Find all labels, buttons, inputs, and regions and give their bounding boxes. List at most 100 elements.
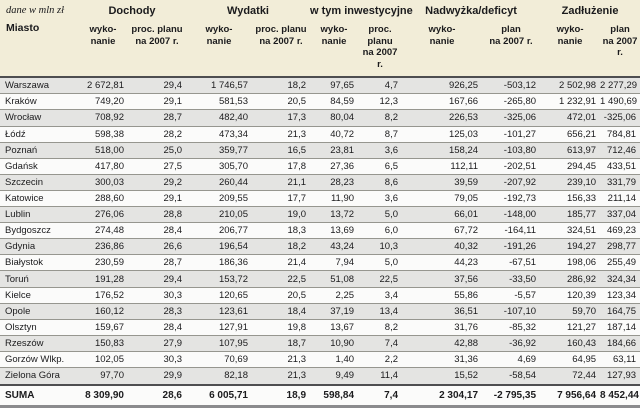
value-cell: 18,9 xyxy=(252,383,311,408)
city-cell: Lublin xyxy=(0,206,78,223)
group-header-inwestycyjne: w tym inwestycyjne xyxy=(310,0,413,21)
value-cell: -33,50 xyxy=(482,270,541,288)
value-cell: 469,23 xyxy=(600,222,640,239)
value-cell: 102,05 xyxy=(78,351,128,368)
value-cell: 123,61 xyxy=(186,302,252,320)
value-cell: 29,9 xyxy=(128,367,186,385)
table-row: Szczecin 300,03 29,2 260,44 21,1 28,23 8,6 39,5… xyxy=(0,173,640,191)
value-cell: 226,53 xyxy=(402,109,483,126)
value-cell: 27,5 xyxy=(128,157,186,175)
value-cell: 16,5 xyxy=(252,141,311,159)
table-row: Wrocław 708,92 28,7 482,40 17,3 80,04 8,2 226,5… xyxy=(0,109,640,126)
city-cell: Zielona Góra xyxy=(0,367,78,385)
city-cell: Kielce xyxy=(0,286,78,304)
value-cell: 4,7 xyxy=(358,77,403,94)
value-cell: 2,2 xyxy=(358,351,403,368)
value-cell: 305,70 xyxy=(186,157,252,175)
value-cell: -5,57 xyxy=(482,286,541,304)
value-cell: 120,65 xyxy=(186,286,252,304)
value-cell: 28,4 xyxy=(128,318,186,336)
value-cell: 206,77 xyxy=(186,222,252,239)
value-cell: 581,53 xyxy=(186,93,252,110)
value-cell: 21,3 xyxy=(252,125,311,143)
value-cell: 120,39 xyxy=(540,286,601,304)
value-cell: 8,7 xyxy=(358,125,403,143)
value-cell: 82,18 xyxy=(186,367,252,385)
value-cell: 22,5 xyxy=(252,270,311,288)
value-cell: 156,33 xyxy=(540,189,601,207)
table-row: Białystok 230,59 28,7 186,36 21,4 7,94 5,0 44,2… xyxy=(0,254,640,271)
value-cell: 21,3 xyxy=(252,351,311,368)
value-cell: 274,48 xyxy=(78,222,128,239)
value-cell: 288,60 xyxy=(78,189,128,207)
value-cell: 26,6 xyxy=(128,238,186,255)
value-cell: -192,73 xyxy=(482,189,541,207)
value-cell: 331,79 xyxy=(600,173,640,191)
value-cell: 194,27 xyxy=(540,238,601,255)
value-cell: 97,70 xyxy=(78,367,128,385)
value-cell: 276,06 xyxy=(78,206,128,223)
table-row: Bydgoszcz 274,48 28,4 206,77 18,3 13,69 6,0 67,… xyxy=(0,222,640,239)
subheader-zadluzenie-plan: plan na 2007 r. xyxy=(600,21,640,78)
subheader-wydatki-proc-planu: proc. planu na 2007 r. xyxy=(252,21,311,78)
table-header: dane w mln zł Miasto Dochody Wydatki w t… xyxy=(0,0,640,78)
value-cell: 7,94 xyxy=(310,254,359,271)
city-cell: Wrocław xyxy=(0,109,78,126)
value-cell: 198,06 xyxy=(540,254,601,271)
value-cell: -58,54 xyxy=(482,367,541,385)
city-cell: Łódź xyxy=(0,125,78,143)
value-cell: 12,3 xyxy=(358,93,403,110)
value-cell: 176,52 xyxy=(78,286,128,304)
value-cell: 160,43 xyxy=(540,334,601,352)
value-cell: 66,01 xyxy=(402,206,483,223)
value-cell: 784,81 xyxy=(600,125,640,143)
value-cell: 8,2 xyxy=(358,109,403,126)
table-row: Toruń 191,28 29,4 153,72 22,5 51,08 22,5 37,56-… xyxy=(0,270,640,288)
value-cell: 7,4 xyxy=(358,383,403,408)
value-cell: 64,95 xyxy=(540,351,601,368)
value-cell: 84,59 xyxy=(310,93,359,110)
table-row: Poznań 518,00 25,0 359,77 16,5 23,81 3,6 158,24… xyxy=(0,141,640,159)
value-cell: 17,7 xyxy=(252,189,311,207)
value-cell: 29,1 xyxy=(128,93,186,110)
value-cell: 31,36 xyxy=(402,351,483,368)
value-cell: 28,4 xyxy=(128,222,186,239)
value-cell: 59,70 xyxy=(540,302,601,320)
value-cell: 13,4 xyxy=(358,302,403,320)
table-row: Olsztyn 159,67 28,4 127,91 19,8 13,67 8,2 31,76… xyxy=(0,318,640,336)
sub-header-row: wyko- nanie proc. planu na 2007 r. wyko-… xyxy=(0,21,640,78)
value-cell: 18,2 xyxy=(252,77,311,94)
value-cell: 28,23 xyxy=(310,173,359,191)
value-cell: 13,69 xyxy=(310,222,359,239)
value-cell: 18,2 xyxy=(252,238,311,255)
table-body: Warszawa 2 672,81 29,4 1 746,57 18,2 97,65 4,7… xyxy=(0,77,640,408)
value-cell: 472,01 xyxy=(540,109,601,126)
value-cell: -503,12 xyxy=(482,77,541,94)
value-cell: -207,92 xyxy=(482,173,541,191)
value-cell: 286,92 xyxy=(540,270,601,288)
value-cell: 6 005,71 xyxy=(186,383,252,408)
value-cell: 1,40 xyxy=(310,351,359,368)
value-cell: 359,77 xyxy=(186,141,252,159)
value-cell: 17,3 xyxy=(252,109,311,126)
value-cell: 2 277,29 xyxy=(600,77,640,94)
value-cell: 8,6 xyxy=(358,173,403,191)
value-cell: 107,95 xyxy=(186,334,252,352)
value-cell: 11,4 xyxy=(358,367,403,385)
value-cell: 3,6 xyxy=(358,141,403,159)
value-cell: 13,67 xyxy=(310,318,359,336)
value-cell: 210,05 xyxy=(186,206,252,223)
group-header-row: dane w mln zł Miasto Dochody Wydatki w t… xyxy=(0,0,640,78)
value-cell: 30,3 xyxy=(128,286,186,304)
table-row: Łódź 598,38 28,2 473,34 21,3 40,72 8,7 125,03 -1… xyxy=(0,125,640,143)
subheader-inwestycyjne-proc-planu: proc. planu na 2007 r. xyxy=(358,21,403,78)
value-cell: 708,92 xyxy=(78,109,128,126)
value-cell: 23,81 xyxy=(310,141,359,159)
city-cell: Poznań xyxy=(0,141,78,159)
value-cell: 39,59 xyxy=(402,173,483,191)
value-cell: 2,25 xyxy=(310,286,359,304)
subheader-nadwyzka-plan: plan na 2007 r. xyxy=(482,21,541,78)
unit-note: dane w mln zł xyxy=(6,5,65,16)
city-cell: Gdańsk xyxy=(0,157,78,175)
value-cell: 294,45 xyxy=(540,157,601,175)
